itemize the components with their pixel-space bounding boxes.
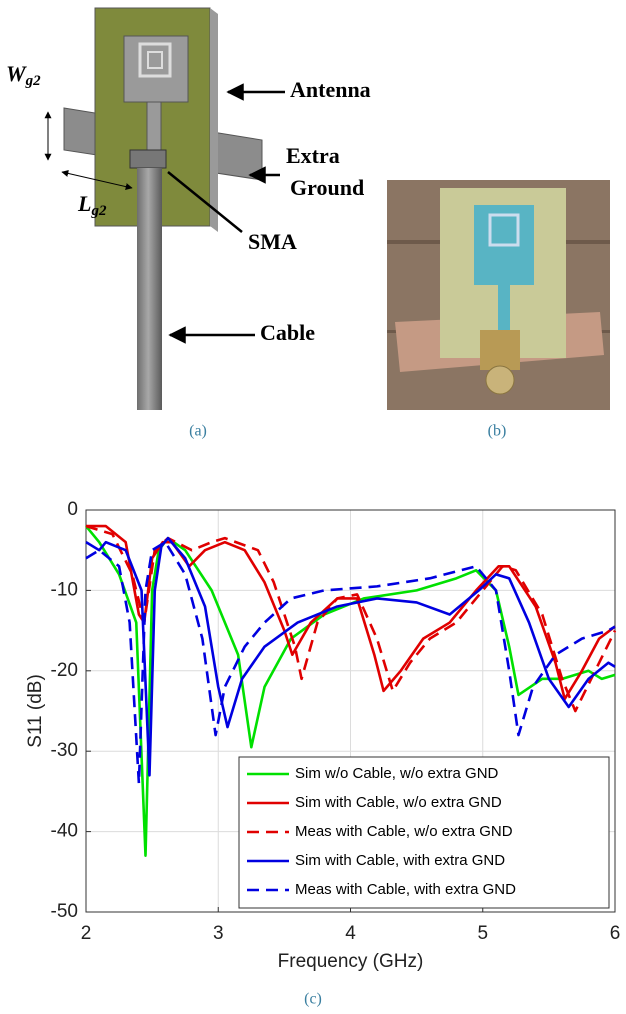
wg2-label: Wg2 xyxy=(6,61,41,89)
chart: 2 3 4 5 6 0 -10 -20 -30 -40 -50 Frequency (GHz) S11 … xyxy=(25,499,620,972)
caption: (b) xyxy=(488,423,507,440)
label-main: W xyxy=(6,61,27,86)
sma-label: SMA xyxy=(248,229,297,254)
slot xyxy=(138,42,172,78)
label-main: L xyxy=(77,191,91,216)
legend-label: Sim w/o Cable, w/o extra GND xyxy=(295,765,499,782)
cable-label: Cable xyxy=(260,320,315,345)
x-tick-label: 5 xyxy=(477,923,488,944)
antenna-label: Antenna xyxy=(290,77,371,102)
photo-slot xyxy=(488,213,520,247)
x-tick-label: 4 xyxy=(345,923,356,944)
plot-frame xyxy=(85,509,616,913)
photo: (b) xyxy=(387,180,610,440)
legend-label: Meas with Cable, with extra GND xyxy=(295,881,516,898)
x-axis-label: Frequency (GHz) xyxy=(278,951,424,972)
y-tick-label: -20 xyxy=(51,660,78,681)
photo-feed xyxy=(498,285,510,330)
legend-label: Meas with Cable, w/o extra GND xyxy=(295,823,513,840)
x-tick-label: 2 xyxy=(81,923,92,944)
photo-connector xyxy=(485,365,515,395)
legend-label: Sim with Cable, with extra GND xyxy=(295,852,505,869)
y-axis-label: S11 (dB) xyxy=(25,674,46,748)
x-tick-label: 6 xyxy=(610,923,621,944)
x-tick-label: 3 xyxy=(213,923,224,944)
series-line xyxy=(85,524,617,713)
caption: (a) xyxy=(189,423,207,440)
extra-ground-label: Ground xyxy=(290,175,364,200)
photo-sma xyxy=(480,330,520,370)
antenna-model xyxy=(63,7,263,410)
y-tick-label: -10 xyxy=(51,579,78,600)
feed xyxy=(146,101,162,153)
legend: Sim w/o Cable, w/o extra GND Sim with Cab… xyxy=(238,756,610,909)
sma-body xyxy=(129,149,167,169)
arrow xyxy=(167,171,243,233)
legend-label: Sim with Cable, w/o extra GND xyxy=(295,794,502,811)
label-sub: g2 xyxy=(90,203,107,219)
board-edge xyxy=(210,8,218,232)
lg2-label: Lg2 xyxy=(77,191,107,219)
dimension-arrow xyxy=(61,169,133,191)
y-tick-label: 0 xyxy=(67,499,78,520)
series-line xyxy=(85,540,616,785)
caption: (c) xyxy=(304,991,322,1008)
y-tick-label: -30 xyxy=(51,740,78,761)
y-tick-label: -50 xyxy=(51,901,78,922)
extra-ground-label: Extra xyxy=(286,143,340,168)
legend-box xyxy=(238,756,610,909)
annotations: Wg2 Lg2 Antenna Extra Ground SMA Cable (… xyxy=(6,61,371,440)
y-tick-label: -40 xyxy=(51,821,78,842)
label-sub: g2 xyxy=(25,73,42,89)
slot xyxy=(147,51,163,69)
series-line xyxy=(85,536,616,777)
cable xyxy=(137,168,162,410)
